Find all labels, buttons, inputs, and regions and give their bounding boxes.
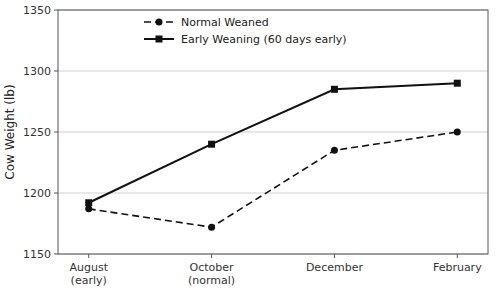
y-tick [54, 193, 58, 194]
y-tick-label: 1300 [23, 65, 51, 78]
y-tick [54, 71, 58, 72]
legend-marker [156, 36, 163, 43]
point-marker [454, 129, 461, 136]
point-marker [208, 224, 215, 231]
x-tick-label: December [306, 261, 364, 274]
grid-line [58, 71, 488, 72]
series-line [89, 83, 458, 203]
point-marker [85, 205, 92, 212]
x-tick-label: February [433, 261, 482, 274]
y-axis-label: Cow Weight (lb) [3, 84, 17, 179]
y-tick [54, 10, 58, 11]
y-tick-label: 1250 [23, 126, 51, 139]
x-tick-label: August(early) [69, 261, 108, 287]
y-tick [54, 254, 58, 255]
y-tick-label: 1150 [23, 248, 51, 261]
legend-label: Early Weaning (60 days early) [181, 33, 347, 46]
y-tick-label: 1350 [23, 4, 51, 17]
x-tick [334, 254, 335, 258]
point-marker [331, 147, 338, 154]
point-marker [208, 141, 215, 148]
series-line [89, 132, 458, 227]
x-tick [88, 254, 89, 258]
legend-label: Normal Weaned [181, 16, 269, 29]
grid-line [58, 193, 488, 194]
grid-line [58, 132, 488, 133]
chart: 1150 1200 1250 1300 1350 August(early) October… [0, 0, 500, 296]
y-tick-label: 1200 [23, 187, 51, 200]
x-tick [457, 254, 458, 258]
plot-frame [58, 10, 488, 254]
x-tick [211, 254, 212, 258]
x-tick-label: October(normal) [188, 261, 235, 287]
point-marker [454, 80, 461, 87]
plot-area [85, 80, 461, 231]
point-marker [85, 199, 92, 206]
axes: 1150 1200 1250 1300 1350 August(early) October… [23, 4, 488, 287]
point-marker [331, 86, 338, 93]
y-tick [54, 132, 58, 133]
legend: Normal Weaned Early Weaning (60 days earl… [144, 16, 347, 46]
legend-marker [156, 19, 163, 26]
